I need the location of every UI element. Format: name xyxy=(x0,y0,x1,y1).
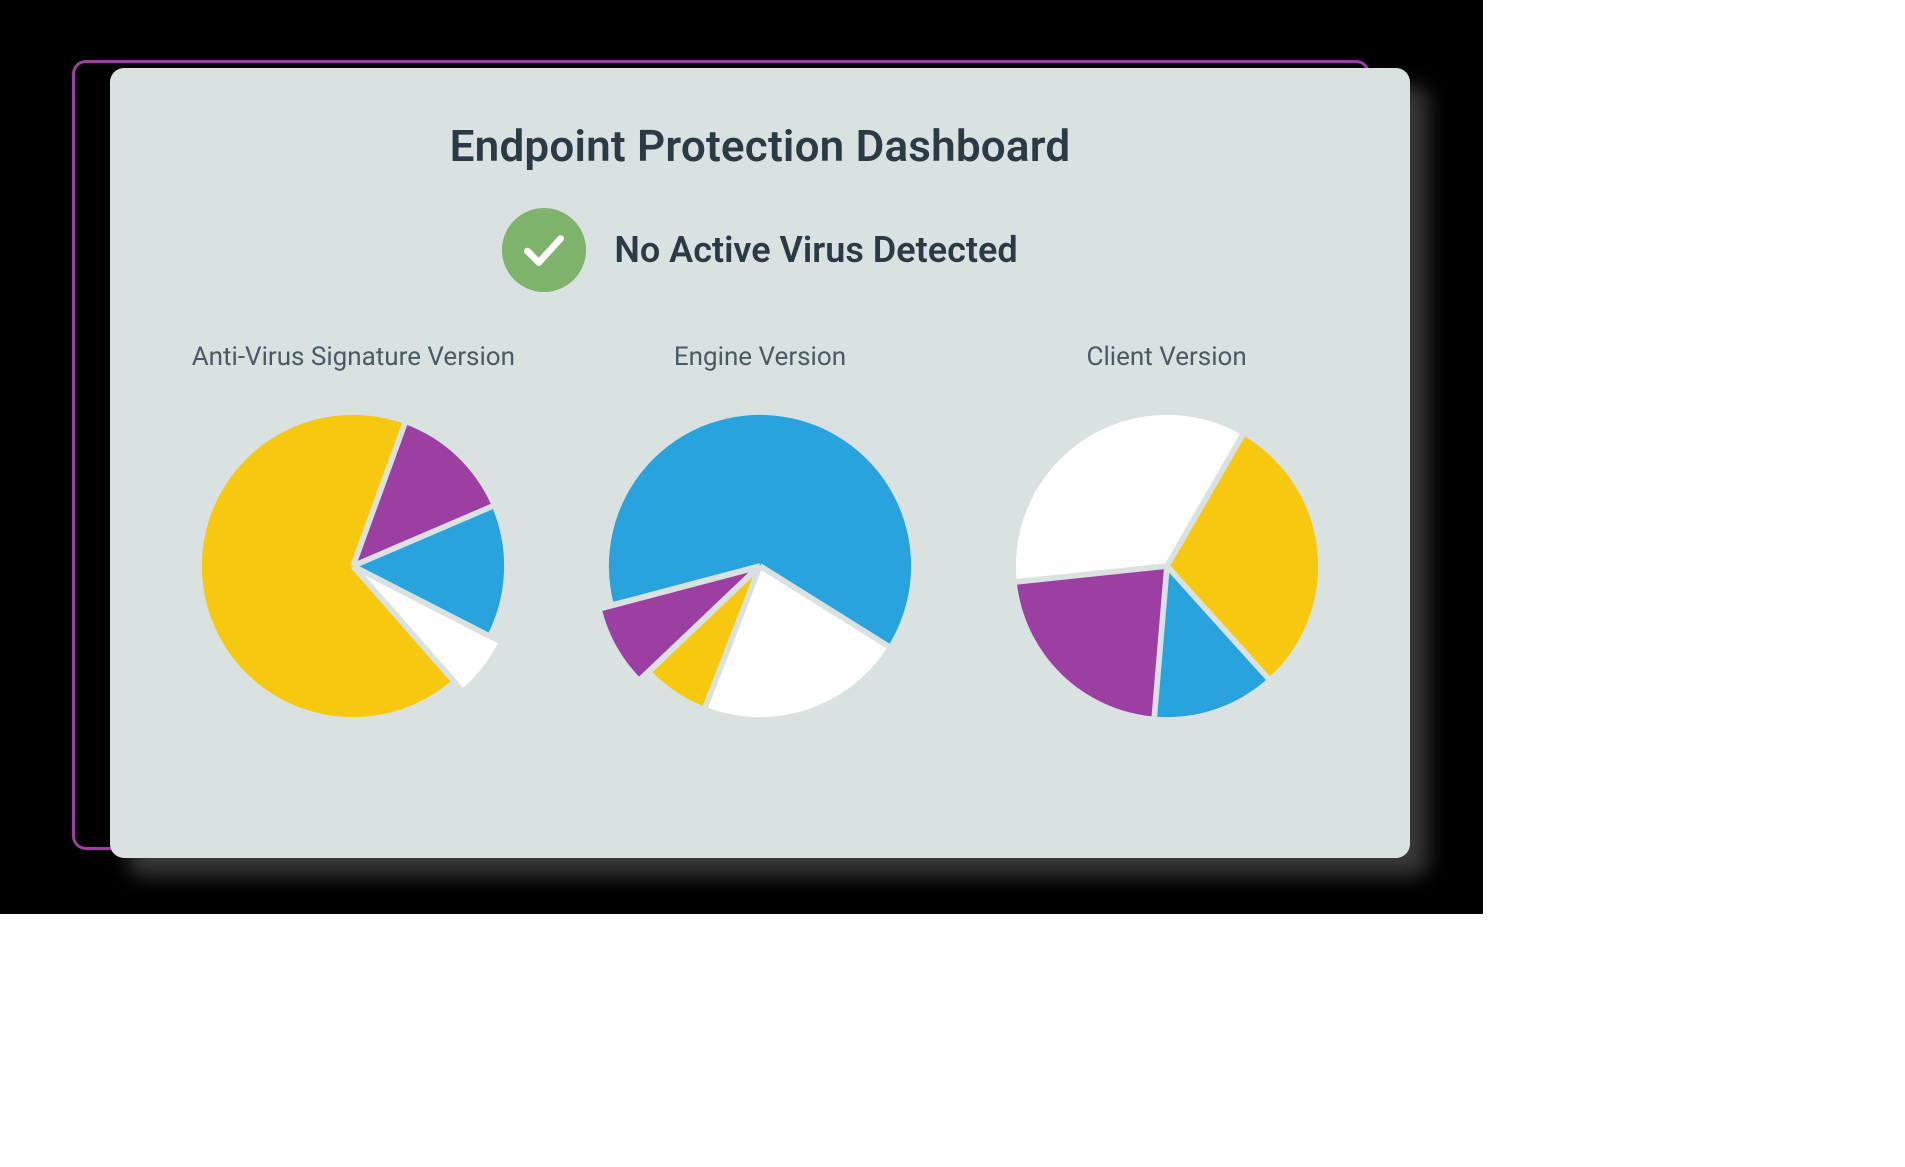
pie-chart xyxy=(590,396,930,736)
status-ok-icon xyxy=(502,208,586,292)
chart-engine-version: Engine Version xyxy=(560,342,960,736)
image-stage: Endpoint Protection Dashboard No Active … xyxy=(0,0,1483,914)
pie-slice xyxy=(1016,566,1166,717)
charts-row: Anti-Virus Signature Version Engine Vers… xyxy=(110,342,1410,736)
dashboard-title: Endpoint Protection Dashboard xyxy=(110,120,1410,172)
chart-label: Client Version xyxy=(1087,342,1247,372)
dashboard-card: Endpoint Protection Dashboard No Active … xyxy=(110,68,1410,858)
pie-chart xyxy=(997,396,1337,736)
pie-chart xyxy=(183,396,523,736)
chart-label: Engine Version xyxy=(674,342,846,372)
chart-label: Anti-Virus Signature Version xyxy=(192,342,515,372)
status-row: No Active Virus Detected xyxy=(110,208,1410,292)
chart-av-signature: Anti-Virus Signature Version xyxy=(153,342,553,736)
status-text: No Active Virus Detected xyxy=(614,229,1017,271)
chart-client-version: Client Version xyxy=(967,342,1367,736)
